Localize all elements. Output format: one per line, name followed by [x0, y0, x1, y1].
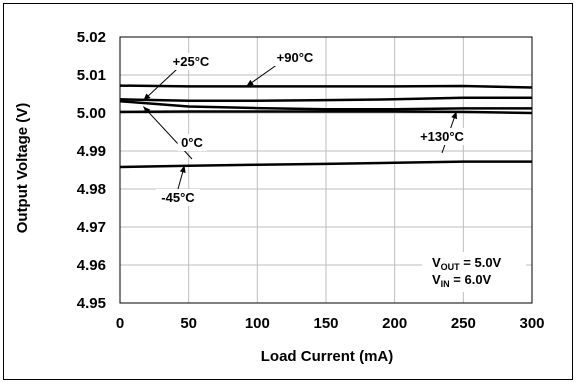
- condition-vout-sub: OUT: [441, 262, 461, 272]
- conditions-box: [422, 252, 526, 292]
- annotation-label-45-c: -45°C: [161, 190, 195, 205]
- annotation-bg-45-c: [156, 189, 200, 206]
- annotation-label-25-c: +25°C: [173, 54, 210, 69]
- annotation-bg-0-c: [177, 134, 207, 151]
- y-tick-label: 5.01: [77, 67, 106, 84]
- condition-vout-value: = 5.0V: [460, 255, 502, 270]
- condition-vout: VOUT = 5.0V: [432, 255, 502, 272]
- annotation-arrowhead-25-c: [143, 93, 151, 101]
- annotation-bg-130-c: [416, 128, 468, 145]
- annotation-arrowhead-130-c: [451, 111, 457, 120]
- y-tick-label: 5.00: [77, 105, 106, 122]
- x-tick-labels: 0 50 100 150 200 250 300: [116, 315, 545, 332]
- x-tick-label: 0: [116, 315, 124, 332]
- series-annotations: +25°C +90°C 0°C +130°C -45°C: [156, 49, 468, 206]
- series-lines: [119, 84, 533, 169]
- series-line-130-c: [119, 110, 533, 115]
- y-tick-label: 4.96: [77, 257, 106, 274]
- series-line-0-c: [119, 99, 532, 111]
- y-tick-label: 4.98: [77, 181, 106, 198]
- plot-area-border: [119, 36, 533, 304]
- condition-vout-main: V: [432, 255, 441, 270]
- annotation-label-0-c: 0°C: [181, 135, 203, 150]
- annotation-bg-90-c: [273, 49, 317, 66]
- x-tick-label: 100: [245, 315, 270, 332]
- annotation-arrowhead-45-c: [179, 165, 186, 173]
- x-tick-label: 250: [451, 315, 476, 332]
- series-line-25-c: [119, 96, 532, 103]
- y-tick-label: 4.95: [77, 295, 106, 312]
- x-tick-label: 200: [382, 315, 407, 332]
- annotation-label-90-c: +90°C: [277, 50, 314, 65]
- series-line-90-c: [119, 84, 533, 89]
- condition-vin-sub: IN: [441, 279, 450, 289]
- x-tick-label: 300: [519, 315, 544, 332]
- x-axis-title: Load Current (mA): [261, 348, 394, 365]
- annotation-bg-25-c: [169, 53, 213, 70]
- series-line-45-c: [119, 160, 532, 169]
- annotation-arrowhead-0-c: [143, 106, 151, 114]
- condition-vin-value: = 6.0V: [450, 272, 492, 287]
- y-tick-labels: 4.95 4.96 4.97 4.98 4.99 5.00 5.01 5.02: [77, 29, 106, 312]
- annotation-label-130-c: +130°C: [420, 129, 464, 144]
- y-axis-title: Output Voltage (V): [14, 103, 31, 234]
- y-tick-label: 4.97: [77, 219, 106, 236]
- x-tick-label: 50: [180, 315, 197, 332]
- condition-vin-main: V: [432, 272, 441, 287]
- condition-vin: VIN = 6.0V: [432, 272, 492, 289]
- x-tick-label: 150: [313, 315, 338, 332]
- y-tick-label: 4.99: [77, 143, 106, 160]
- annotation-arrowhead-90-c: [246, 79, 254, 87]
- y-tick-label: 5.02: [77, 29, 106, 46]
- annotation-leaders: [142, 51, 457, 190]
